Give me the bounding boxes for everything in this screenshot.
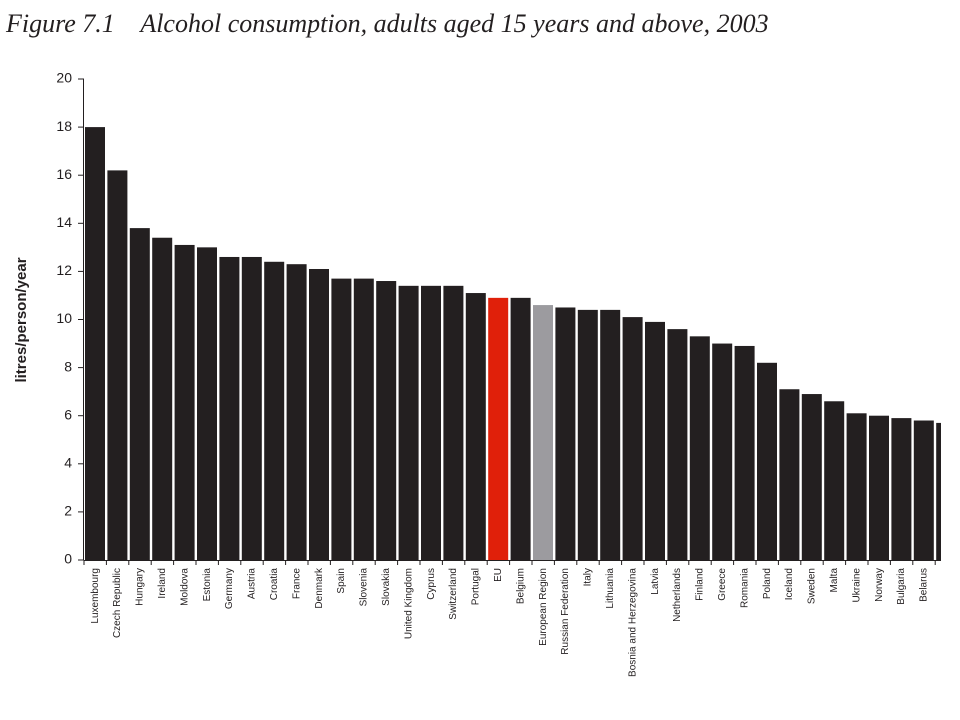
bar [846,413,867,560]
bar [622,317,643,560]
x-tick-label: Germany [224,568,235,609]
bar [824,401,845,560]
x-tick-label: Belgium [515,568,526,604]
bar [174,244,195,560]
bar [465,293,486,560]
x-tick-label: Italy [583,568,594,586]
bar [264,261,285,560]
bar [667,329,688,560]
bar [712,343,733,560]
x-tick-label: Bosnia and Herzegovina [627,568,638,677]
x-tick-label: European Region [538,568,549,646]
x-tick-label: Latvia [650,568,661,595]
y-tick-label: 16 [56,166,72,182]
y-axis-label: litres/person/year [13,257,30,382]
x-tick-label: Poland [762,568,773,599]
bar [577,309,598,560]
bar [197,247,217,560]
bar [734,345,755,560]
bar [152,237,173,561]
y-tick-label: 14 [56,214,72,230]
x-tick-label: Spain [336,568,347,594]
bar [443,285,464,560]
x-tick-label: Switzerland [448,568,459,620]
x-tick-label: Romania [739,568,750,608]
bars [85,127,941,561]
x-tick-label: Russian Federation [560,568,571,655]
bar [398,285,419,560]
bar [779,389,800,560]
bar [107,170,128,560]
x-tick-label: Belarus [919,568,930,602]
x-tick-label: Lithuania [605,568,616,609]
bar [488,297,509,560]
x-tick-label: Portugal [471,568,482,605]
bar [801,394,822,560]
x-tick-label: EU [493,568,504,582]
x-tick-label: Finland [695,568,706,601]
x-tick-label: Cyprus [426,568,437,600]
bar [891,418,912,560]
y-tick-label: 10 [56,310,72,326]
bar [757,362,777,560]
bar [421,285,441,560]
bar [129,228,150,561]
bar [331,278,352,560]
bar [645,321,665,560]
y-tick-label: 20 [56,70,72,86]
y-tick-label: 18 [56,118,72,134]
chart-title: Figure 7.1 Alcohol consumption, adults a… [5,9,769,38]
y-tick-label: 0 [64,551,72,567]
x-tick-label: Slovakia [381,568,392,606]
x-tick-label: Ukraine [851,568,862,603]
x-tick-label: Iceland [784,568,795,600]
x-tick-label: Netherlands [672,568,683,622]
bar [309,268,329,560]
x-tick-label: Croatia [269,568,280,601]
bar [353,278,374,560]
y-tick-label: 2 [64,503,72,519]
bar [600,309,621,560]
bar [936,422,941,560]
x-tick-label: Austria [247,568,258,600]
y-tick-label: 6 [64,406,72,422]
x-tick-label: Greece [717,568,728,601]
bar [869,415,889,560]
bar [85,127,105,560]
x-tick-label: Luxembourg [90,568,101,624]
x-tick-label: Sweden [807,568,818,604]
y-tick-label: 8 [64,358,72,374]
x-tick-label: Denmark [314,567,325,609]
x-tick-label: Malta [829,568,840,593]
x-tick-label: Ireland [157,568,168,599]
x-tick-label: Slovenia [359,568,370,607]
bar [241,256,262,560]
x-tick-label: Czech Republic [112,568,123,638]
bar [533,305,553,560]
bar [376,281,397,560]
bar [510,297,531,560]
x-tick-label: Hungary [135,568,146,606]
x-tick-label: Bulgaria [896,568,907,605]
x-tick-label: France [291,568,302,600]
bar [913,420,934,560]
x-tick-label: Moldova [179,568,190,606]
y-tick-label: 4 [64,455,72,471]
x-tick-label: United Kingdom [403,568,414,639]
x-tick-label: Estonia [202,568,213,602]
bar [219,256,240,560]
bar [555,307,576,560]
y-tick-label: 12 [56,262,72,278]
bar [286,264,307,560]
bar [689,336,710,560]
x-tick-label: Norway [874,568,885,602]
